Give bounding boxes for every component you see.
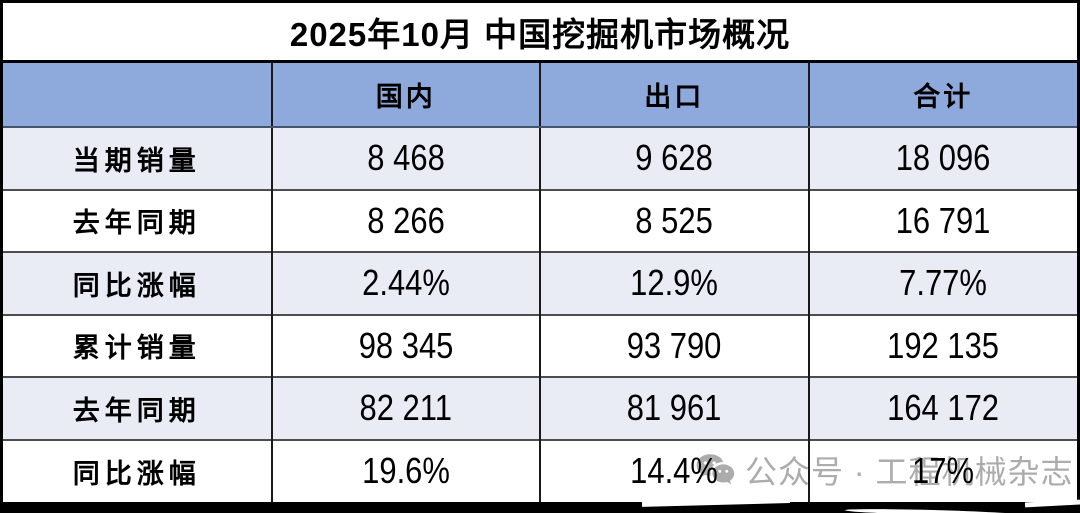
cell-value-text: 164 172	[887, 387, 1000, 429]
cell-value-text: 14.4%	[630, 450, 719, 492]
row-label: 去年同期	[3, 188, 272, 252]
header-cell-blank	[3, 63, 272, 128]
header-cell-total: 合计	[807, 63, 1077, 128]
cell-value-text: 7.77%	[899, 262, 988, 304]
row-label: 同比涨幅	[3, 438, 272, 502]
cell-value-text: 9 628	[635, 137, 713, 179]
cell-value-text: 82 211	[359, 387, 452, 429]
cell-value-text: 18 096	[895, 137, 991, 179]
cell-value-text: 19.6%	[361, 450, 450, 492]
table-title-text: 2025年10月 中国挖掘机市场概况	[289, 15, 791, 53]
header-row: 国内 出口 合计	[3, 63, 1077, 128]
cell-value-text: 17%	[912, 450, 975, 492]
cell-value-text: 2.44%	[361, 262, 450, 304]
cell-value: 2.44%	[270, 251, 540, 315]
cell-value: 192 135	[807, 313, 1077, 377]
row-label: 同比涨幅	[3, 251, 272, 315]
cell-value: 17%	[807, 438, 1077, 502]
cell-value-text: 192 135	[887, 324, 1000, 366]
cell-value: 164 172	[807, 376, 1077, 440]
row-label: 去年同期	[3, 376, 272, 440]
cell-value: 14.4%	[539, 438, 809, 502]
row-label: 累计销量	[3, 313, 272, 377]
cell-value: 8 468	[270, 127, 540, 190]
table-row: 去年同期 8 266 8 525 16 791	[3, 188, 1077, 252]
brush-gap	[844, 507, 1021, 513]
cell-value: 98 345	[270, 313, 540, 377]
cell-value: 16 791	[807, 188, 1077, 252]
cell-value: 82 211	[270, 376, 540, 440]
cell-value: 7.77%	[807, 251, 1077, 315]
table-row: 累计销量 98 345 93 790 192 135	[3, 313, 1077, 377]
cell-value: 81 961	[539, 376, 809, 440]
row-label: 当期销量	[3, 127, 272, 190]
table-row: 同比涨幅 19.6% 14.4% 17%	[3, 438, 1077, 502]
header-cell-export: 出口	[539, 63, 809, 128]
cell-value: 19.6%	[270, 438, 540, 502]
cell-value-text: 81 961	[626, 387, 722, 429]
bottom-brush-edge	[0, 498, 1080, 513]
table-row: 去年同期 82 211 81 961 164 172	[3, 376, 1077, 440]
table-row: 同比涨幅 2.44% 12.9% 7.77%	[3, 251, 1077, 315]
cell-value-text: 93 790	[626, 324, 722, 366]
cell-value: 8 525	[539, 188, 809, 252]
cell-value: 93 790	[539, 313, 809, 377]
table-title: 2025年10月 中国挖掘机市场概况	[3, 3, 1077, 63]
cell-value-text: 8 266	[367, 199, 445, 241]
cell-value-text: 98 345	[358, 324, 454, 366]
header-cell-domestic: 国内	[270, 63, 540, 128]
market-table: 国内 出口 合计 当期销量 8 468 9 628 18 096 去年同期 8 …	[3, 63, 1077, 502]
cell-value: 9 628	[539, 127, 809, 190]
cell-value: 8 266	[270, 188, 540, 252]
cell-value-text: 16 791	[895, 199, 991, 241]
table-row: 当期销量 8 468 9 628 18 096	[3, 127, 1077, 190]
cell-value-text: 8 525	[635, 199, 713, 241]
cell-value-text: 12.9%	[630, 262, 719, 304]
cell-value: 18 096	[807, 127, 1077, 190]
cell-value: 12.9%	[539, 251, 809, 315]
table-frame: 2025年10月 中国挖掘机市场概况 国内 出口 合计 当期销量 8 468 9…	[0, 0, 1080, 502]
cell-value-text: 8 468	[367, 137, 445, 179]
